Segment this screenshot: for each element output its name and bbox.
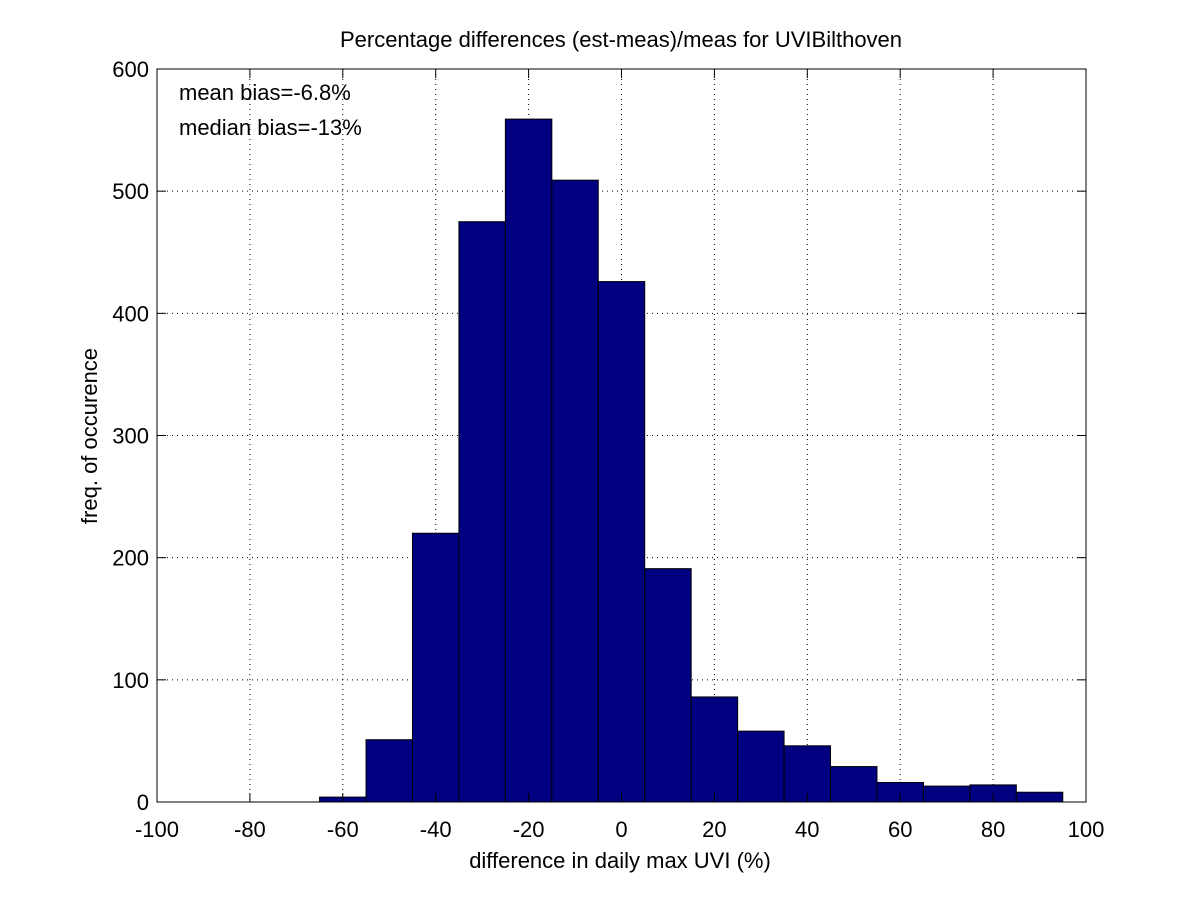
x-tick-label: -20: [513, 817, 545, 842]
y-tick-label: 500: [112, 179, 149, 204]
histogram-bar: [1015, 791, 1064, 803]
x-tick-label: -40: [420, 817, 452, 842]
y-tick-label: 300: [112, 424, 149, 449]
x-tick-label: -100: [135, 817, 179, 842]
histogram-bar: [737, 730, 785, 803]
x-tick-label: -60: [327, 817, 359, 842]
x-tick-label: 100: [1068, 817, 1105, 842]
y-tick-label: 600: [112, 57, 149, 82]
chart-title: Percentage differences (est-meas)/meas f…: [340, 27, 902, 52]
x-tick-label: 20: [702, 817, 726, 842]
histogram-bar: [365, 739, 413, 803]
histogram-bar: [830, 766, 878, 803]
axis-ticks: -100 -80 -60 -40 -20 0 20 40 60 80 100 0 100 200 300 40…: [112, 57, 1104, 842]
y-tick-label: 0: [137, 790, 149, 815]
median-bias-annotation: median bias=-13%: [179, 115, 362, 140]
histogram-bar: [458, 221, 506, 803]
y-tick-label: 100: [112, 668, 149, 693]
x-axis-label: difference in daily max UVI (%): [469, 848, 771, 873]
histogram-bar: [690, 696, 739, 803]
histogram-bar: [551, 179, 599, 803]
histogram-bar: [504, 118, 553, 803]
histogram-bar: [411, 532, 460, 803]
y-tick-label: 200: [112, 546, 149, 571]
histogram-bar: [922, 785, 971, 803]
x-tick-label: -80: [234, 817, 266, 842]
x-tick-label: 40: [795, 817, 819, 842]
x-tick-label: 60: [888, 817, 912, 842]
histogram-bar: [644, 568, 692, 803]
x-tick-label: 80: [981, 817, 1005, 842]
histogram-bar: [597, 281, 646, 803]
mean-bias-annotation: mean bias=-6.8%: [179, 80, 351, 105]
histogram-bars: [319, 118, 1064, 803]
histogram-bar: [783, 745, 832, 803]
y-axis-label: freq. of occurence: [77, 348, 102, 524]
y-tick-label: 400: [112, 301, 149, 326]
x-tick-label: 0: [615, 817, 627, 842]
